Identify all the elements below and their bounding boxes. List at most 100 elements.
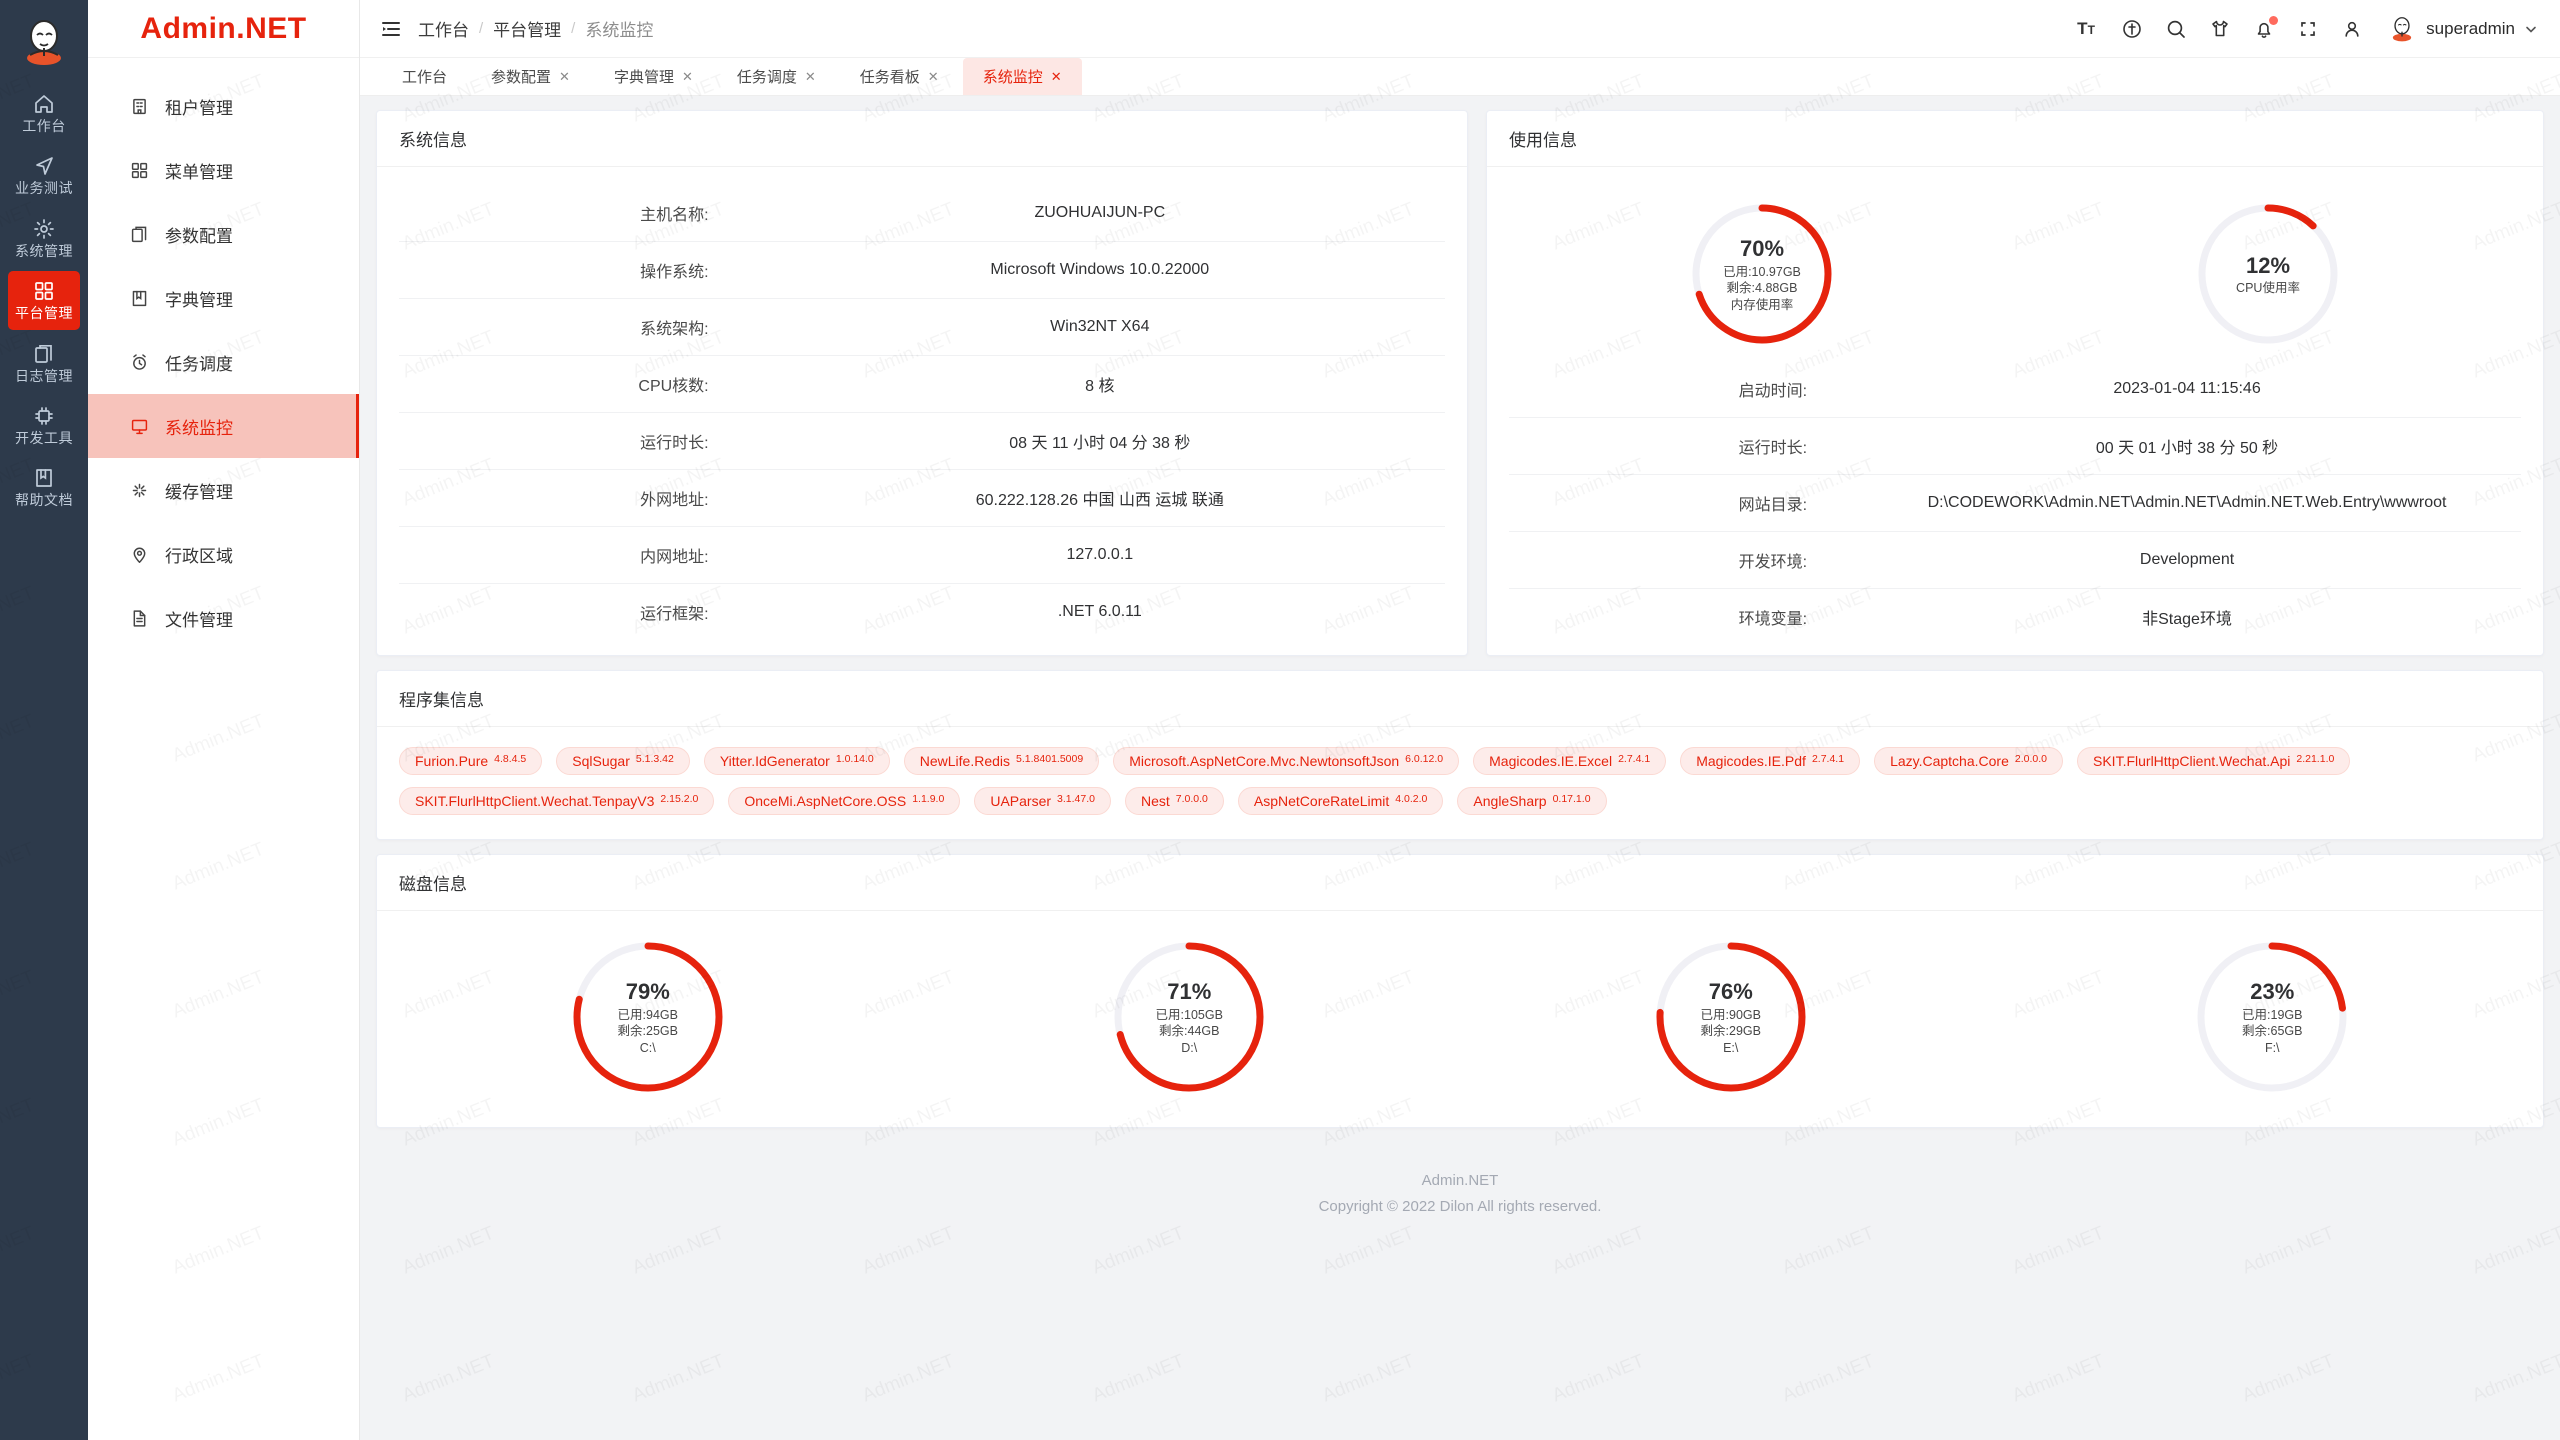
system-info-table: 主机名称: ZUOHUAIJUN-PC 操作系统: Microsoft Windows… — [399, 185, 1445, 640]
rail-item-1[interactable]: 工作台 — [8, 84, 80, 142]
sidebar-item-5[interactable]: 任务调度 — [88, 330, 359, 394]
disk-info-title: 磁盘信息 — [377, 855, 2543, 911]
secondary-sidebar: Admin.NET 租户管理 菜单管理 参数配置 字典管理 任务调度 系统监控 缓存管理 行政… — [88, 0, 360, 1440]
assembly-name: Lazy.Captcha.Core — [1890, 753, 2009, 769]
assembly-version: 2.7.4.1 — [1811, 753, 1845, 765]
close-icon[interactable]: ✕ — [559, 69, 570, 84]
assemblies-title: 程序集信息 — [377, 671, 2543, 727]
menu-fold-icon[interactable] — [378, 16, 404, 42]
usage-info-label: 环境变量: — [1738, 611, 1808, 628]
assembly-tag: SqlSugar 5.1.3.42 — [556, 747, 690, 775]
close-icon[interactable]: ✕ — [1050, 69, 1062, 84]
assembly-tag-list: Furion.Pure 4.8.4.5 SqlSugar 5.1.3.42 Yitter… — [377, 727, 2543, 839]
tab-4[interactable]: 任务调度 ✕ — [717, 58, 836, 95]
system-info-label: 主机名称: — [640, 207, 709, 224]
usage-info-title: 使用信息 — [1487, 111, 2543, 167]
rail-item-7[interactable]: 帮助文档 — [8, 458, 80, 516]
breadcrumb-item-2[interactable]: 平台管理 — [493, 21, 562, 40]
font-size-icon[interactable]: TT — [2077, 18, 2095, 38]
assembly-tag: AngleSharp 0.17.1.0 — [1457, 787, 1607, 815]
user-menu[interactable]: superadmin — [2387, 14, 2538, 44]
system-info-value: Microsoft Windows 10.0.22000 — [990, 261, 1210, 278]
gauge-line-1: 23% — [2250, 978, 2295, 1004]
usage-info-value: D:\CODEWORK\Admin.NET\Admin.NET\Admin.NE… — [1927, 494, 2447, 511]
footer-brand: Admin.NET — [1421, 1172, 1499, 1189]
tab-label: 任务调度 — [736, 69, 797, 86]
rail-item-5[interactable]: 日志管理 — [8, 334, 80, 392]
rail-item-6[interactable]: 开发工具 — [8, 396, 80, 454]
system-info-value: 60.222.128.26 中国 山西 运城 联通 — [975, 492, 1224, 509]
tab-2[interactable]: 参数配置 ✕ — [471, 58, 590, 95]
tab-6[interactable]: 系统监控 ✕ — [962, 58, 1082, 95]
sidebar-item-7[interactable]: 缓存管理 — [88, 458, 359, 522]
theme-shirt-icon[interactable] — [2209, 18, 2231, 40]
cpu-usage-gauge: 12% CPU使用率 — [2193, 199, 2343, 349]
gauge-line-2: 已用:105GB — [1155, 1007, 1223, 1022]
gauge-line-2: CPU使用率 — [2236, 281, 2300, 296]
gauge-line-3: 剩余:44GB — [1159, 1024, 1220, 1039]
assembly-name: Microsoft.AspNetCore.Mvc.NewtonsoftJson — [1129, 753, 1400, 769]
location-pin-icon — [130, 545, 149, 564]
gauge-line-2: 已用:10.97GB — [1723, 264, 1801, 279]
user-icon[interactable] — [2341, 18, 2363, 40]
rail-item-4[interactable]: 平台管理 — [8, 271, 80, 330]
top-header: 工作台 / 平台管理 / 系统监控 TT — [360, 0, 2560, 58]
gauge-line-2: 已用:19GB — [2242, 1007, 2303, 1022]
sidebar-item-9[interactable]: 文件管理 — [88, 586, 359, 650]
system-info-title: 系统信息 — [377, 111, 1467, 167]
tab-label: 字典管理 — [613, 69, 674, 86]
sidebar-item-1[interactable]: 租户管理 — [88, 74, 359, 138]
main-region: 工作台 / 平台管理 / 系统监控 TT — [360, 0, 2560, 1440]
gauge-line-2: 已用:94GB — [617, 1007, 678, 1022]
disk-c-gauge: 79% 已用:94GB 剩余:25GB C:\ — [568, 937, 728, 1097]
sidebar-item-3[interactable]: 参数配置 — [88, 202, 359, 266]
close-icon[interactable]: ✕ — [804, 69, 816, 84]
gauge-center-labels: 79% 已用:94GB 剩余:25GB C:\ — [618, 977, 678, 1057]
language-icon[interactable] — [2121, 18, 2143, 40]
close-icon[interactable]: ✕ — [927, 69, 939, 84]
tab-5[interactable]: 任务看板 ✕ — [840, 58, 959, 95]
usage-info-table: 启动时间: 2023-01-04 11:15:46 运行时长: 00 天 01 小时 … — [1509, 361, 2521, 645]
system-info-body: 主机名称: ZUOHUAIJUN-PC 操作系统: Microsoft Windows… — [377, 167, 1467, 650]
rail-item-label: 开发工具 — [15, 429, 73, 446]
system-info-row: 内网地址: 127.0.0.1 — [399, 527, 1445, 584]
system-info-row: 操作系统: Microsoft Windows 10.0.22000 — [399, 242, 1445, 299]
rail-item-label: 日志管理 — [15, 367, 73, 384]
usage-info-row: 启动时间: 2023-01-04 11:15:46 — [1509, 361, 2521, 418]
rail-item-3[interactable]: 系统管理 — [8, 209, 80, 267]
tab-1[interactable]: 工作台 — [382, 58, 467, 95]
gauge-center-labels: 70% 已用:10.97GB 剩余:4.88GB 内存使用率 — [1723, 234, 1801, 314]
rail-item-list: 工作台 业务测试 系统管理 平台管理日志管理开发工具帮助文档 — [8, 84, 80, 521]
close-icon[interactable]: ✕ — [681, 69, 693, 84]
tab-3[interactable]: 字典管理 ✕ — [594, 58, 713, 95]
sidebar-item-2[interactable]: 菜单管理 — [88, 138, 359, 202]
assembly-name: NewLife.Redis — [919, 753, 1011, 769]
brand-title: Admin.NET — [88, 0, 359, 58]
assembly-name: Magicodes.IE.Pdf — [1696, 753, 1806, 769]
gauge-line-3: 剩余:29GB — [1700, 1024, 1761, 1039]
sidebar-item-4[interactable]: 字典管理 — [88, 266, 359, 330]
chip-icon — [33, 405, 55, 427]
user-name: superadmin — [2426, 18, 2515, 38]
notification-bell-icon[interactable] — [2253, 15, 2279, 40]
fullscreen-icon[interactable] — [2297, 18, 2319, 40]
rail-item-2[interactable]: 业务测试 — [8, 146, 80, 204]
usage-info-row: 网站目录: D:\CODEWORK\Admin.NET\Admin.NET\Adm… — [1509, 475, 2521, 532]
search-icon[interactable] — [2165, 18, 2187, 40]
gauge-line-4: D:\ — [1181, 1041, 1198, 1056]
usage-info-label: 网站目录: — [1738, 497, 1808, 514]
breadcrumb-item-1[interactable]: 工作台 — [418, 21, 469, 40]
home-icon — [33, 93, 55, 115]
breadcrumb-item-3: 系统监控 — [585, 21, 654, 40]
disk-d-gauge: 71% 已用:105GB 剩余:44GB D:\ — [1109, 937, 1269, 1097]
system-info-value: .NET 6.0.11 — [1057, 603, 1142, 620]
avatar — [2387, 14, 2417, 44]
assembly-tag: SKIT.FlurlHttpClient.Wechat.Api 2.21.1.0 — [2077, 747, 2351, 775]
sidebar-item-6[interactable]: 系统监控 — [88, 394, 359, 458]
sidebar-item-8[interactable]: 行政区域 — [88, 522, 359, 586]
breadcrumb: 工作台 / 平台管理 / 系统监控 — [418, 16, 653, 41]
chevron-down-icon[interactable] — [2524, 22, 2538, 36]
rail-item-label: 帮助文档 — [15, 492, 73, 509]
top-cards-row: 系统信息 主机名称: ZUOHUAIJUN-PC 操作系统: Microsoft Wi… — [376, 110, 2544, 656]
